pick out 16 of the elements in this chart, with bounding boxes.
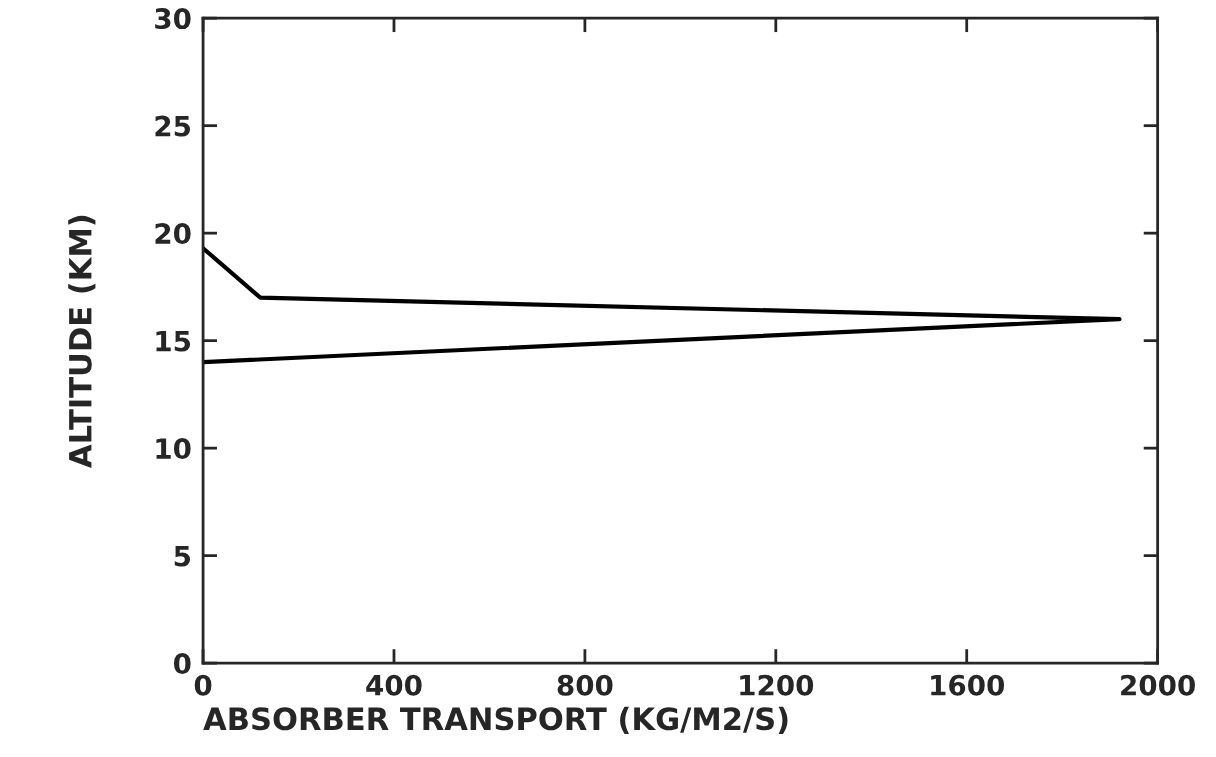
y-axis-title: ALTITUDE (KM) <box>68 215 96 468</box>
y-tick-label: 30 <box>155 8 191 30</box>
x-axis-title: ABSORBER TRANSPORT (KG/M2/S) <box>203 706 788 734</box>
y-tick-label: 20 <box>155 223 191 245</box>
x-tick-label: 1600 <box>931 674 1005 696</box>
line-series <box>203 246 1122 365</box>
x-tick-label: 2000 <box>1121 674 1195 696</box>
x-tick-label: 800 <box>557 674 613 696</box>
y-tick-label: 10 <box>156 438 191 460</box>
x-tick-label: 0 <box>194 674 212 696</box>
x-tick-label: 1200 <box>740 674 814 696</box>
y-tick-label: 15 <box>156 330 191 352</box>
y-tick-label: 25 <box>155 115 191 137</box>
x-tick-label: 400 <box>366 674 422 696</box>
y-tick-label: 5 <box>174 545 191 567</box>
y-tick-label: 0 <box>173 653 191 675</box>
